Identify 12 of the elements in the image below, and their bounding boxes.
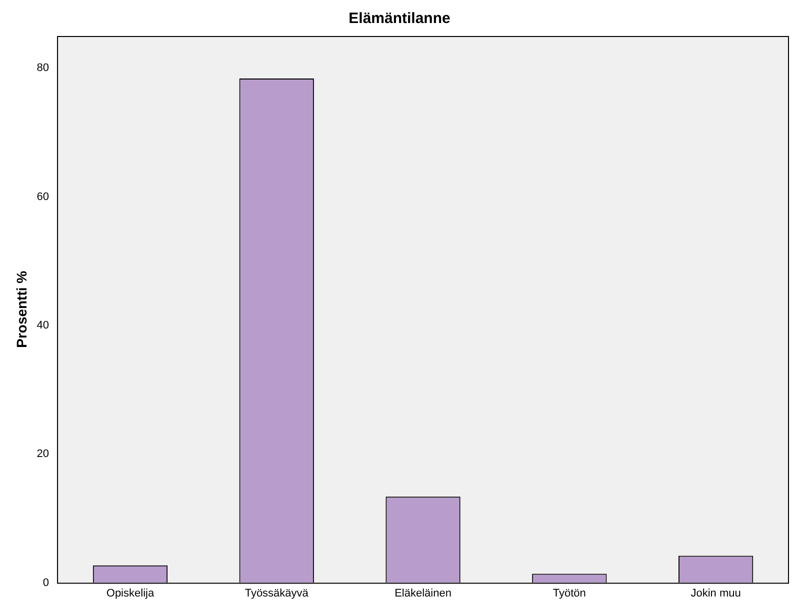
chart-title: Elämäntilanne bbox=[348, 10, 450, 28]
x-tick-label: Työtön bbox=[552, 587, 586, 600]
y-axis-title: Prosentti % bbox=[13, 270, 30, 348]
x-tick-label: Jokin muu bbox=[690, 587, 741, 600]
x-tick-label: Työssäkäyvä bbox=[244, 587, 310, 600]
y-tick-label: 60 bbox=[36, 190, 50, 203]
x-tick-label: Eläkeläinen bbox=[394, 587, 452, 600]
y-tick-label: 40 bbox=[36, 320, 50, 332]
x-tick-label: Opiskelija bbox=[106, 587, 155, 600]
y-tick-label: 0 bbox=[42, 576, 50, 589]
y-tick-label: 80 bbox=[36, 62, 50, 74]
y-tick-label: 20 bbox=[36, 448, 50, 460]
